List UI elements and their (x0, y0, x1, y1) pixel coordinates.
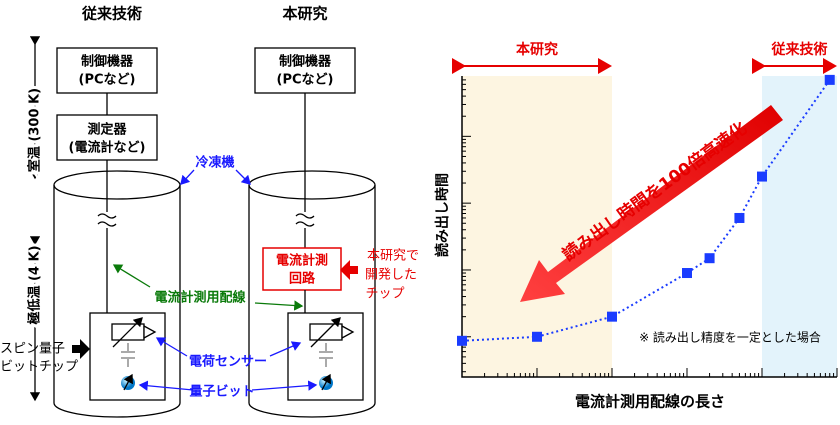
developed-text: チップ (365, 287, 404, 302)
fridge-right-top (248, 170, 376, 200)
pointer (269, 341, 302, 357)
region (762, 76, 837, 377)
diagram: 従来技術 本研究 室温 (300 K) 室温 (300 K) 極低温 (4 K)… (0, 5, 419, 418)
sensor-left (111, 317, 157, 391)
pointer (254, 300, 304, 311)
meter-text: (電流計など) (69, 140, 146, 156)
header-right: 本研究 (282, 5, 327, 23)
developed-text: 本研究で (367, 249, 419, 264)
controller-text: (PCなど) (277, 73, 334, 88)
pointer (112, 264, 151, 288)
wire-break (295, 213, 315, 227)
developed-text: 開発した (365, 268, 417, 283)
fridge-left-top (53, 170, 181, 200)
pointer (235, 169, 251, 185)
note: ※ 読み出し精度を一定とした場合 (639, 330, 821, 345)
controller-text: 制御機器 (81, 54, 134, 70)
region-label: 従来技術 (771, 41, 828, 58)
point (704, 253, 715, 264)
series-line (461, 79, 831, 342)
label-bg: 室温 (300 K) (27, 88, 43, 172)
x-axis-label: 電流計測用配線の長さ (575, 393, 725, 411)
region (462, 76, 612, 377)
chip-pointer (72, 339, 90, 359)
fridge-left (53, 185, 181, 418)
controller-text: (PCなど) (79, 73, 136, 88)
pointer (155, 337, 188, 357)
room-temp-label: 室温 (300 K) (27, 88, 43, 172)
spin-chip-label: ビットチップ (0, 360, 78, 375)
point (532, 331, 542, 342)
point (682, 268, 692, 279)
pointer (138, 380, 194, 391)
fridge-right (248, 185, 376, 418)
sensor-right (309, 317, 355, 391)
region-label: 本研究 (516, 41, 558, 58)
point (757, 171, 767, 182)
red-pointer (340, 260, 358, 280)
point (607, 311, 617, 322)
controller-box (254, 47, 356, 94)
meter-text: 測定器 (87, 122, 127, 138)
label-bg: 極低温 (4 K) (27, 245, 43, 325)
circuit-text: 回路 (289, 271, 316, 287)
y-axis-label: 読み出し時間 (434, 173, 451, 257)
qubit-label: 量子ビット (189, 384, 254, 400)
sensor-label: 電荷センサー (189, 354, 267, 370)
speedup-arrow (520, 105, 783, 302)
point (734, 212, 745, 223)
wire-break (97, 213, 117, 227)
cryo-temp-label: 極低温 (4 K) (27, 245, 43, 325)
circuit-text: 電流計測 (276, 253, 328, 269)
pointer (180, 169, 195, 185)
fridge-label: 冷凍機 (195, 155, 234, 171)
point (457, 335, 467, 346)
pointer (251, 380, 318, 391)
point (824, 74, 835, 85)
spin-chip-label: スピン量子 (0, 342, 65, 357)
controller-text: 制御機器 (279, 54, 332, 70)
wiring-label: 電流計測用配線 (154, 290, 246, 306)
controller-box (56, 47, 158, 94)
header-left: 従来技術 (81, 5, 142, 23)
